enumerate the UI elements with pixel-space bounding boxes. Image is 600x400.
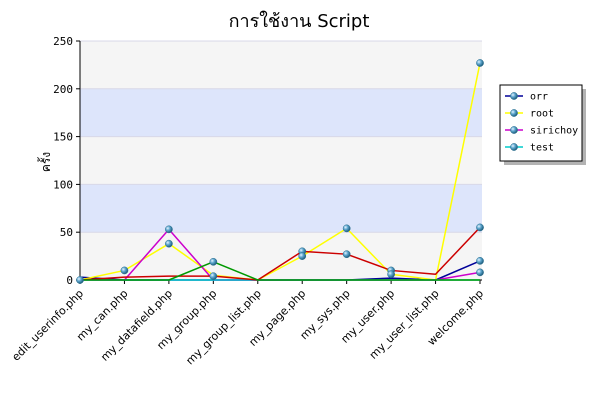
data-point bbox=[76, 276, 84, 284]
y-tick-labels: 0 50 100 150 200 250 bbox=[53, 35, 73, 287]
y-tick-label: 100 bbox=[53, 178, 73, 191]
plot-band bbox=[80, 88, 482, 137]
series-line-root bbox=[79, 62, 481, 281]
series-line-unnamed bbox=[80, 261, 480, 281]
x-tick-label: my_group_list.php bbox=[183, 287, 263, 367]
data-point bbox=[342, 250, 351, 259]
y-tick-label: 200 bbox=[53, 83, 73, 96]
data-point bbox=[476, 59, 484, 67]
plot-band bbox=[80, 184, 482, 233]
legend-label: orr bbox=[530, 92, 548, 103]
y-tick-label: 250 bbox=[53, 35, 73, 48]
x-tick-label: edit_userinfo.php bbox=[9, 287, 86, 364]
data-point bbox=[209, 272, 218, 281]
legend-label: test bbox=[530, 143, 554, 154]
legend-swatch-marker bbox=[510, 92, 518, 100]
series-lines bbox=[79, 62, 481, 281]
data-point bbox=[209, 257, 218, 266]
data-point bbox=[165, 225, 173, 234]
legend: orr root sirichoy test bbox=[499, 84, 586, 165]
data-point bbox=[476, 268, 484, 277]
legend-swatch-marker bbox=[510, 109, 518, 117]
data-point bbox=[120, 266, 129, 275]
data-point bbox=[476, 223, 484, 232]
legend-swatch-marker bbox=[510, 143, 518, 151]
plot-band bbox=[80, 136, 482, 185]
chart-title: การใช้งาน Script bbox=[229, 10, 370, 32]
y-tick-label: 150 bbox=[53, 131, 73, 144]
y-axis-label: ครั้ง bbox=[37, 152, 53, 172]
legend-label: root bbox=[530, 109, 554, 120]
y-tick-label: 50 bbox=[60, 226, 73, 239]
series-line-unnamed bbox=[79, 226, 481, 281]
legend-label: sirichoy bbox=[530, 126, 578, 137]
data-point bbox=[476, 257, 484, 265]
data-point bbox=[165, 239, 173, 248]
legend-swatch-marker bbox=[510, 126, 518, 134]
plot-background bbox=[80, 41, 482, 280]
y-tick-label: 0 bbox=[66, 274, 73, 287]
data-point bbox=[298, 252, 307, 260]
data-markers bbox=[76, 59, 484, 284]
plot-band bbox=[80, 41, 482, 89]
x-tick-labels: edit_userinfo.phpmy_can.phpmy_datafield.… bbox=[9, 287, 486, 367]
data-point bbox=[387, 270, 395, 279]
data-point bbox=[342, 224, 351, 233]
